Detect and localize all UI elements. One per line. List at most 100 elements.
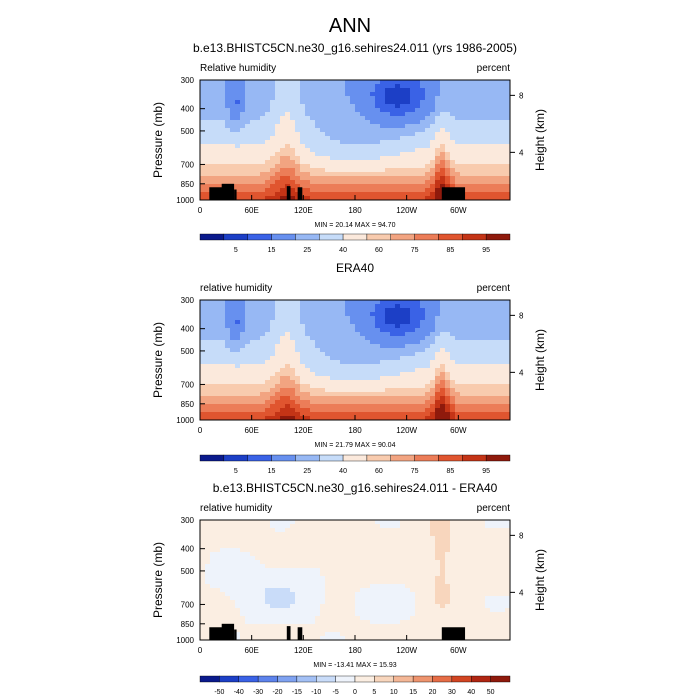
field-cell — [225, 580, 231, 585]
field-cell — [340, 348, 346, 353]
field-cell — [300, 96, 306, 101]
field-cell — [265, 164, 271, 169]
field-cell — [350, 168, 356, 173]
field-cell — [305, 136, 311, 141]
field-cell — [305, 372, 311, 377]
field-cell — [335, 552, 341, 557]
field-cell — [220, 148, 226, 153]
field-cell — [270, 364, 276, 369]
field-cell — [280, 576, 286, 581]
field-cell — [505, 392, 511, 397]
field-cell — [470, 332, 476, 337]
field-cell — [475, 340, 481, 345]
field-cell — [235, 160, 241, 165]
field-cell — [470, 584, 476, 589]
y-tick-label: 700 — [181, 380, 195, 389]
field-cell — [460, 80, 466, 85]
field-cell — [280, 108, 286, 113]
field-cell — [290, 96, 296, 101]
field-cell — [470, 184, 476, 189]
field-cell — [235, 580, 241, 585]
field-cell — [240, 360, 246, 365]
field-cell — [400, 120, 406, 125]
field-cell — [495, 132, 501, 137]
field-cell — [400, 548, 406, 553]
field-cell — [285, 528, 291, 533]
field-cell — [210, 100, 216, 105]
field-cell — [290, 352, 296, 357]
colorbar-label: 15 — [268, 247, 276, 254]
field-cell — [395, 576, 401, 581]
field-cell — [250, 196, 256, 201]
field-cell — [250, 384, 256, 389]
field-cell — [385, 320, 391, 325]
field-cell — [495, 116, 501, 121]
field-cell — [320, 128, 326, 133]
field-cell — [440, 100, 446, 105]
field-cell — [335, 584, 341, 589]
field-cell — [355, 380, 361, 385]
field-cell — [295, 412, 301, 417]
field-cell — [450, 528, 456, 533]
field-cell — [345, 328, 351, 333]
field-cell — [325, 96, 331, 101]
field-cell — [500, 192, 506, 197]
field-cell — [440, 144, 446, 149]
field-cell — [280, 568, 286, 573]
field-cell — [315, 408, 321, 413]
field-cell — [280, 92, 286, 97]
field-cell — [200, 340, 206, 345]
field-cell — [205, 392, 211, 397]
field-cell — [505, 148, 511, 153]
field-cell — [310, 316, 316, 321]
field-cell — [245, 108, 251, 113]
field-cell — [285, 348, 291, 353]
field-cell — [355, 308, 361, 313]
field-cell — [205, 336, 211, 341]
field-cell — [380, 528, 386, 533]
field-cell — [435, 144, 441, 149]
field-cell — [490, 188, 496, 193]
field-cell — [270, 336, 276, 341]
field-cell — [230, 168, 236, 173]
field-cell — [360, 568, 366, 573]
field-cell — [470, 548, 476, 553]
x-tick-label: 60W — [450, 426, 467, 435]
field-cell — [465, 548, 471, 553]
field-cell — [375, 100, 381, 105]
field-cell — [280, 304, 286, 309]
field-cell — [430, 320, 436, 325]
field-cell — [490, 320, 496, 325]
field-cell — [335, 312, 341, 317]
field-cell — [315, 560, 321, 565]
field-cell — [350, 164, 356, 169]
field-cell — [420, 548, 426, 553]
field-cell — [390, 88, 396, 93]
field-cell — [355, 572, 361, 577]
field-cell — [450, 328, 456, 333]
field-cell — [300, 520, 306, 525]
field-cell — [325, 568, 331, 573]
field-cell — [435, 552, 441, 557]
field-cell — [330, 592, 336, 597]
field-cell — [495, 340, 501, 345]
field-cell — [240, 84, 246, 89]
field-cell — [360, 192, 366, 197]
field-cell — [220, 588, 226, 593]
field-cell — [415, 188, 421, 193]
field-cell — [465, 584, 471, 589]
field-cell — [260, 548, 266, 553]
field-cell — [485, 564, 491, 569]
field-cell — [245, 88, 251, 93]
field-cell — [230, 96, 236, 101]
field-cell — [220, 552, 226, 557]
field-cell — [390, 184, 396, 189]
field-cell — [260, 388, 266, 393]
field-cell — [360, 564, 366, 569]
field-cell — [255, 356, 261, 361]
field-cell — [365, 404, 371, 409]
field-cell — [495, 584, 501, 589]
field-cell — [480, 324, 486, 329]
field-cell — [375, 524, 381, 529]
field-cell — [465, 560, 471, 565]
